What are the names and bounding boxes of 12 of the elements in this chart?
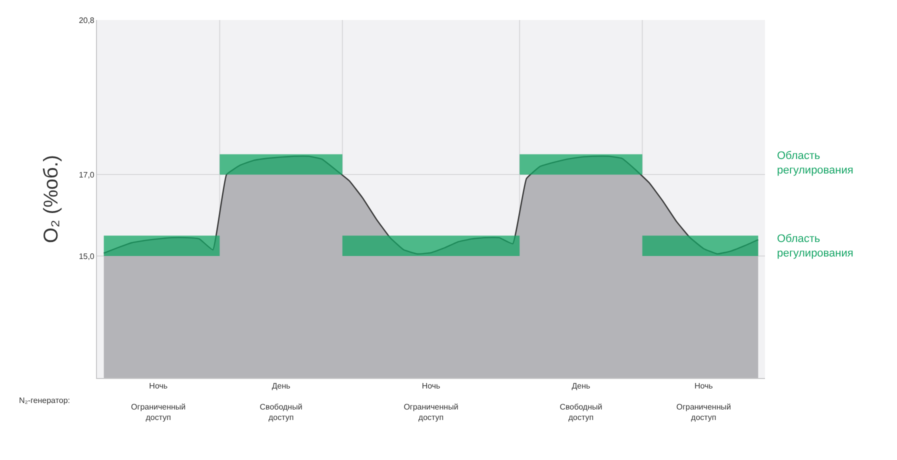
- category-label: Ночь Ограниченный доступ: [676, 382, 731, 422]
- y-tick-label: 20,8: [78, 16, 95, 25]
- text: Область регулирования: [777, 150, 854, 176]
- text: Область регулирования: [777, 233, 854, 260]
- category-label: Ночь Ограниченный доступ: [131, 382, 186, 422]
- y-tick-label: 17,0: [78, 170, 95, 180]
- text: N₂-генератор:: [19, 396, 70, 405]
- category-label: День Свободный доступ: [560, 382, 602, 422]
- category-label: День Свободный доступ: [260, 382, 302, 422]
- category-label: Ночь Ограниченный доступ: [404, 382, 458, 422]
- y-tick-label: 15,0: [78, 252, 95, 261]
- y-axis-title: O₂ (%об.): [40, 154, 62, 244]
